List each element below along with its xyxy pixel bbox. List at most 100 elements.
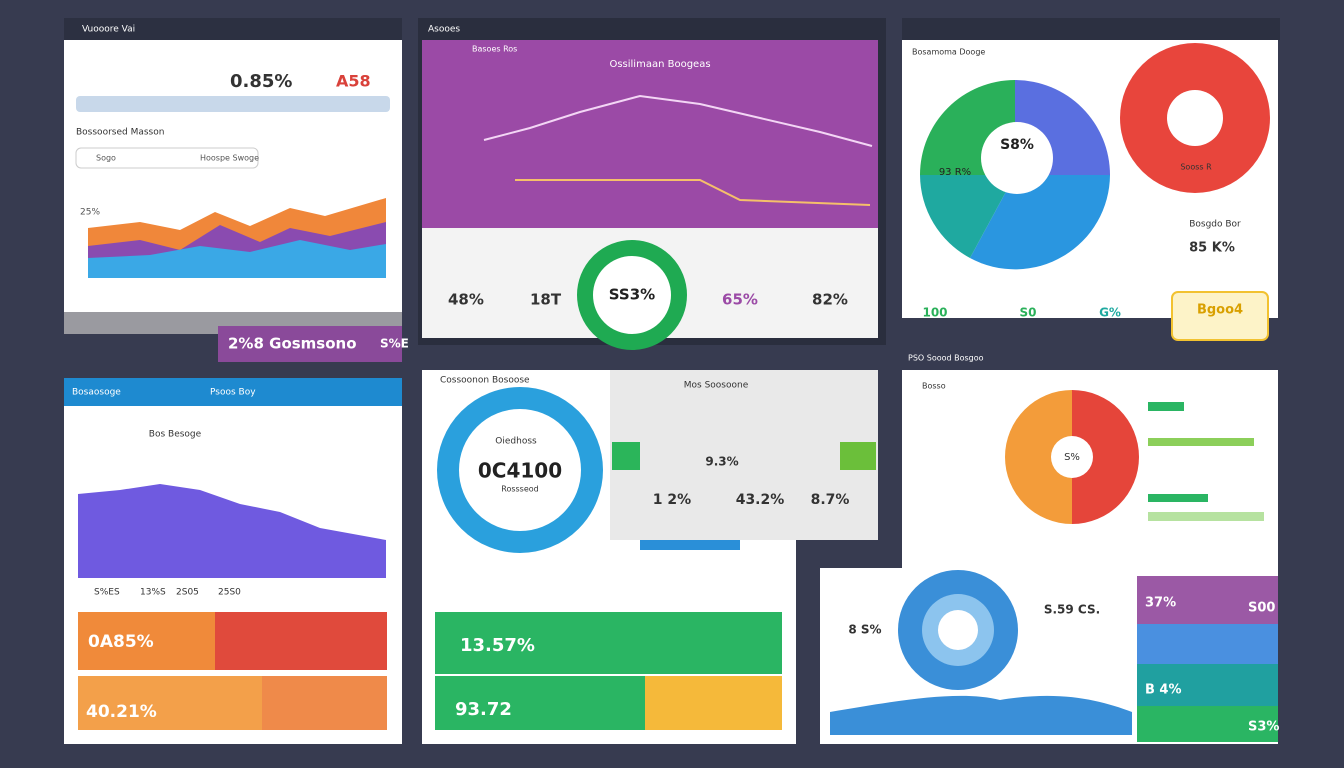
bar xyxy=(840,442,876,470)
label: 8.7% xyxy=(811,492,850,508)
label: 2%8 Gosmsono xyxy=(228,335,357,353)
label: 18T xyxy=(530,291,562,309)
label: Sogo xyxy=(96,154,116,163)
pie-slice xyxy=(970,175,1110,270)
label: 2S05 xyxy=(176,588,199,598)
label: 9.3% xyxy=(705,455,738,469)
label: S.59 CS. xyxy=(1044,603,1100,617)
tile xyxy=(1137,624,1278,664)
label: SS3% xyxy=(609,286,655,304)
label: 0C4100 xyxy=(478,459,562,483)
label: Sooss R xyxy=(1180,163,1212,172)
panel-header xyxy=(64,18,402,40)
bar xyxy=(1148,438,1254,446)
tile xyxy=(435,676,645,730)
label: Hoospe Swoge xyxy=(200,154,259,163)
label: Basoes Ros xyxy=(472,45,517,54)
card xyxy=(610,370,878,540)
donut-hole xyxy=(1167,90,1223,146)
tile xyxy=(1137,706,1278,742)
label: S8% xyxy=(1000,137,1034,153)
label: 37% xyxy=(1145,596,1176,611)
label: Mos Soosoone xyxy=(684,381,749,391)
tile xyxy=(1137,576,1278,624)
bar xyxy=(612,442,640,470)
label: 13%S xyxy=(140,588,166,598)
label: 40.21% xyxy=(86,702,157,722)
bar xyxy=(1148,512,1264,521)
label: S3% xyxy=(1248,720,1279,735)
label: 8 S% xyxy=(848,623,881,637)
bar xyxy=(76,96,390,112)
badge xyxy=(1171,291,1269,341)
label: Bosso xyxy=(922,382,946,391)
pie-slice xyxy=(1005,390,1072,524)
label: 48% xyxy=(448,291,484,309)
label: 43.2% xyxy=(736,492,785,508)
tile xyxy=(435,612,782,674)
area xyxy=(88,240,386,278)
label: Bos Besoge xyxy=(149,430,202,440)
label: Cossoonon Bosoose xyxy=(440,376,530,386)
label: S0 xyxy=(1020,306,1037,320)
tile xyxy=(1137,664,1278,706)
label: 65% xyxy=(722,291,758,309)
label: Psoos Boy xyxy=(210,388,256,398)
label: 100 xyxy=(922,306,947,320)
tile xyxy=(215,612,387,670)
label: Asooes xyxy=(428,25,460,35)
panel-header xyxy=(422,40,878,228)
pie-slice xyxy=(1072,390,1139,524)
label: S%ES xyxy=(94,588,120,598)
label: Ossilimaan Boogeas xyxy=(609,59,710,70)
tile xyxy=(78,612,215,670)
label: 82% xyxy=(812,291,848,309)
tag xyxy=(218,326,402,362)
panel-header xyxy=(902,18,1280,40)
donut-hole xyxy=(1051,436,1093,478)
label: S%E xyxy=(380,337,409,351)
label: G% xyxy=(1099,306,1121,320)
label: 0A85% xyxy=(88,632,154,652)
label: 93 R% xyxy=(939,167,971,178)
tile xyxy=(262,676,387,730)
pie-slice xyxy=(920,175,1015,258)
ring xyxy=(437,387,603,553)
label: 25% xyxy=(80,208,100,218)
label: Vuooore Vai xyxy=(82,25,135,35)
label: 1 2% xyxy=(653,492,691,508)
label: Bossoorsed Masson xyxy=(76,128,164,138)
label: 93.72 xyxy=(455,699,512,720)
label: Oiedhoss xyxy=(495,437,537,447)
bar xyxy=(640,538,740,550)
label: Rossseod xyxy=(501,485,539,494)
panel-header xyxy=(64,378,402,406)
label: Bosamoma Dooge xyxy=(912,48,985,57)
line xyxy=(483,94,873,147)
label: 25S0 xyxy=(218,588,241,598)
donut-hole xyxy=(981,122,1053,194)
label: Bosaosoge xyxy=(72,388,121,398)
area xyxy=(78,484,386,578)
label: Bgoo4 xyxy=(1197,303,1243,318)
label: S% xyxy=(1064,452,1080,463)
label: Bosgdo Bor xyxy=(1189,220,1241,230)
area xyxy=(830,695,1132,735)
label: S00 xyxy=(1248,601,1275,616)
bar xyxy=(1148,494,1208,502)
label: 0.85% xyxy=(230,71,292,92)
label: 13.57% xyxy=(460,635,535,656)
label: PSO Soood Bosgoo xyxy=(908,354,984,363)
label: 85 K% xyxy=(1189,241,1235,256)
label: A58 xyxy=(336,72,371,91)
ring xyxy=(577,240,687,350)
bar xyxy=(1148,402,1184,411)
label: B 4% xyxy=(1145,683,1182,698)
pill xyxy=(75,147,259,169)
tile xyxy=(645,676,782,730)
tile xyxy=(78,676,262,730)
donut-hole xyxy=(938,610,978,650)
line xyxy=(515,179,871,206)
